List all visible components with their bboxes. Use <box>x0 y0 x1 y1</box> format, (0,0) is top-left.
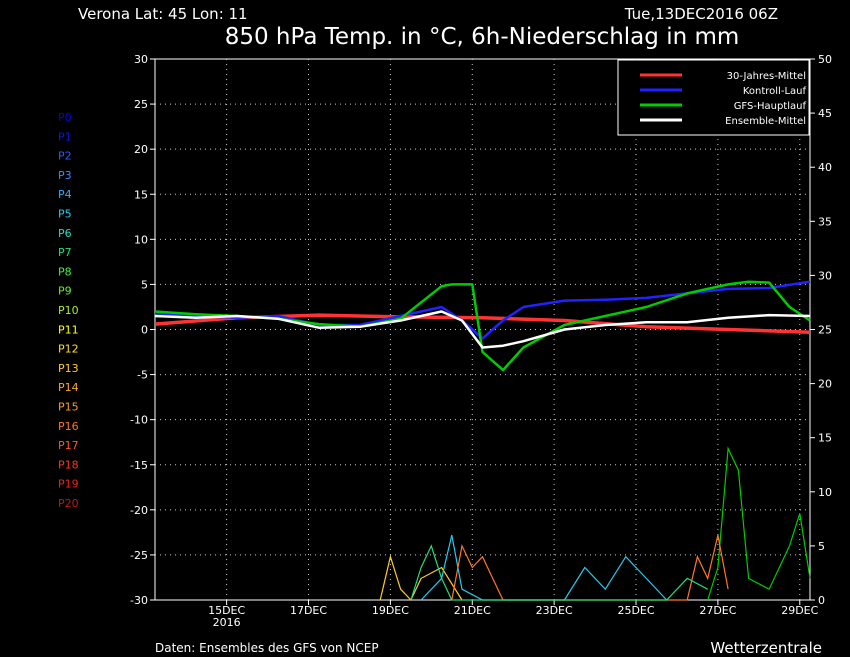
tick-label-x: 19DEC <box>372 604 409 617</box>
precip-line-gfs-hauptlauf <box>707 446 811 601</box>
member-label-p17: P17 <box>58 439 79 452</box>
legend-label-gfs-hauptlauf: GFS-Hauptlauf <box>734 101 807 112</box>
tick-label-right: 15 <box>818 432 832 445</box>
member-label-p14: P14 <box>58 381 79 394</box>
tick-label-left: 10 <box>134 233 148 246</box>
legend-box <box>617 59 810 136</box>
tick-label-left: -25 <box>130 549 148 562</box>
member-label-p19: P19 <box>58 478 79 491</box>
legend-label-ensemble-mittel: Ensemble-Mittel <box>725 116 806 127</box>
precip-line-p13 <box>379 554 463 602</box>
member-label-p16: P16 <box>58 420 79 433</box>
member-label-p10: P10 <box>58 304 79 317</box>
tick-label-left: 25 <box>134 98 148 111</box>
legend: 30-Jahres-Mittel Kontroll-Lauf GFS-Haupt… <box>617 59 810 136</box>
data-source-label: Daten: Ensembles des GFS von NCEP <box>155 641 379 655</box>
member-label-p9: P9 <box>58 285 72 298</box>
tick-label-right: 20 <box>818 378 832 391</box>
member-label-p8: P8 <box>58 265 72 278</box>
member-label-p3: P3 <box>58 169 72 182</box>
tick-label-x: 21DEC <box>454 604 491 617</box>
tick-label-left: -15 <box>130 459 148 472</box>
tick-label-left: 0 <box>141 324 148 337</box>
temperature-lines <box>154 280 811 372</box>
member-label-p11: P11 <box>58 323 79 336</box>
tick-label-right: 50 <box>818 53 832 66</box>
member-label-p6: P6 <box>58 227 72 240</box>
run-time-label: Tue,13DEC2016 06Z <box>624 5 778 23</box>
precip-lines <box>379 446 811 602</box>
tick-label-left: 15 <box>134 188 148 201</box>
tick-label-right: 45 <box>818 107 832 120</box>
tick-label-left: -10 <box>130 414 148 427</box>
member-label-p13: P13 <box>58 362 79 375</box>
tick-label-x: 29DEC <box>781 604 818 617</box>
member-label-p2: P2 <box>58 150 72 163</box>
tick-label-right: 30 <box>818 269 832 282</box>
member-label-p5: P5 <box>58 208 72 221</box>
brand-label: Wetterzentrale <box>710 639 822 657</box>
tick-label-right: 5 <box>818 540 825 553</box>
member-label-p20: P20 <box>58 497 79 510</box>
member-label-p18: P18 <box>58 458 79 471</box>
left-axis: 30 25 20 15 10 5 0 -5 -10 -15 -20 -25 -30 <box>130 53 155 607</box>
tick-label-left: 30 <box>134 53 148 66</box>
tick-label-x: 15DEC <box>208 604 245 617</box>
member-label-p1: P1 <box>58 130 72 143</box>
tick-label-x: 27DEC <box>699 604 736 617</box>
tick-label-x: 25DEC <box>617 604 654 617</box>
tick-label-x: 23DEC <box>536 604 573 617</box>
member-label-p7: P7 <box>58 246 72 259</box>
member-label-p12: P12 <box>58 343 79 356</box>
tick-label-right: 35 <box>818 215 832 228</box>
tick-label-left: -30 <box>130 594 148 607</box>
legend-label-30-jahres-mittel: 30-Jahres-Mittel <box>727 71 806 82</box>
chart-title: 850 hPa Temp. in °C, 6h-Niederschlag in … <box>225 24 740 50</box>
tick-label-left: -5 <box>137 369 148 382</box>
location-label: Verona Lat: 45 Lon: 11 <box>78 5 248 23</box>
member-label-p0: P0 <box>58 111 72 124</box>
series-line-gfs-hauptlauf <box>154 280 811 372</box>
tick-label-left: 5 <box>141 278 148 291</box>
tick-label-left: -20 <box>130 504 148 517</box>
member-list: P0 P1 P2 P3 P4 P5 P6 P7 P8 P9 P10 P11 P12 P13 P14 P15 P1… <box>58 111 79 510</box>
member-label-p15: P15 <box>58 401 79 414</box>
series-line-ensemble-mittel <box>154 310 811 349</box>
tick-label-right: 25 <box>818 324 832 337</box>
tick-label-right: 40 <box>818 161 832 174</box>
tick-label-right: 10 <box>818 486 832 499</box>
precip-line-p7 <box>410 544 708 601</box>
legend-label-kontroll-lauf: Kontroll-Lauf <box>743 86 807 97</box>
tick-label-x-year: 2016 <box>213 616 241 629</box>
tick-label-x: 17DEC <box>290 604 327 617</box>
precip-line-p16 <box>451 534 729 601</box>
member-label-p4: P4 <box>58 188 72 201</box>
tick-label-left: 20 <box>134 143 148 156</box>
tick-label-right: 0 <box>818 594 825 607</box>
